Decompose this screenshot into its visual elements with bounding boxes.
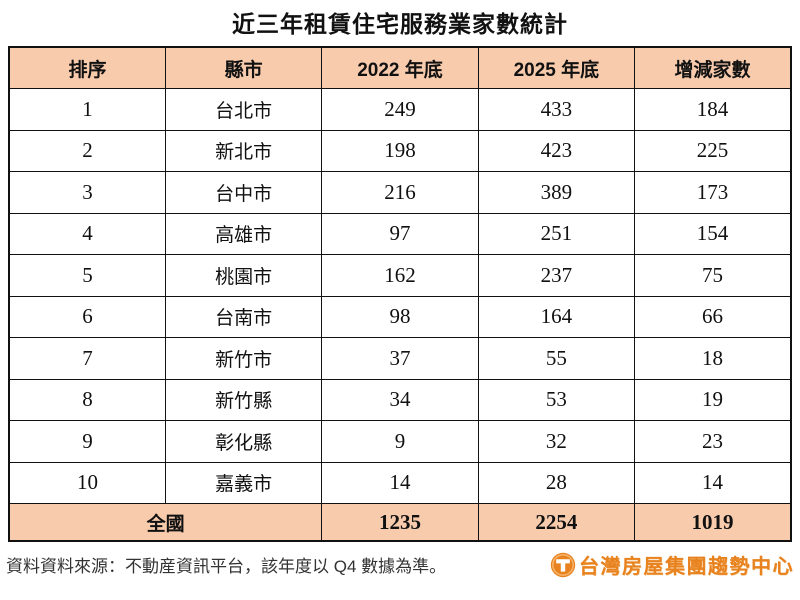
- total-change: 1019: [634, 503, 792, 542]
- cell-change: 154: [634, 212, 792, 255]
- table-row: 2 新北市 198 423 225: [8, 129, 792, 172]
- cell-city: 台南市: [164, 295, 323, 338]
- cell-y2022: 14: [321, 461, 479, 504]
- cell-rank: 1: [8, 88, 166, 131]
- cell-city: 台中市: [164, 171, 323, 214]
- cell-y2022: 216: [321, 171, 479, 214]
- header-rank: 排序: [8, 46, 166, 89]
- table-row: 7 新竹市 37 55 18: [8, 337, 792, 380]
- cell-y2022: 9: [321, 420, 479, 463]
- page-title: 近三年租賃住宅服務業家數統計: [232, 11, 568, 37]
- cell-rank: 3: [8, 171, 166, 214]
- header-row: 排序 縣市 2022 年底 2025 年底 增減家數: [8, 46, 792, 89]
- total-2025: 2254: [477, 503, 636, 542]
- table-row: 6 台南市 98 164 66: [8, 295, 792, 338]
- table-row: 5 桃園市 162 237 75: [8, 254, 792, 297]
- header-2022: 2022 年底: [321, 46, 479, 89]
- cell-y2025: 32: [477, 420, 636, 463]
- cell-y2025: 28: [477, 461, 636, 504]
- table-footer: 全國 1235 2254 1019: [8, 503, 792, 542]
- logo-text: 台灣房屋集團趨勢中心: [579, 556, 794, 578]
- table-row: 8 新竹縣 34 53 19: [8, 378, 792, 421]
- cell-y2025: 53: [477, 378, 636, 421]
- cell-rank: 6: [8, 295, 166, 338]
- cell-rank: 8: [8, 378, 166, 421]
- cell-rank: 4: [8, 212, 166, 255]
- cell-y2025: 389: [477, 171, 636, 214]
- cell-city: 新竹縣: [164, 378, 323, 421]
- cell-change: 225: [634, 129, 792, 172]
- t-circle-icon: [550, 552, 576, 578]
- header-2025: 2025 年底: [477, 46, 636, 89]
- cell-y2022: 37: [321, 337, 479, 380]
- header-change: 增減家數: [634, 46, 792, 89]
- cell-y2022: 97: [321, 212, 479, 255]
- cell-city: 嘉義市: [164, 461, 323, 504]
- cell-city: 新竹市: [164, 337, 323, 380]
- cell-change: 14: [634, 461, 792, 504]
- source-note: 資料資料來源：不動産資訊平台，該年度以 Q4 數據為準。: [6, 557, 447, 576]
- cell-rank: 7: [8, 337, 166, 380]
- cell-y2025: 251: [477, 212, 636, 255]
- table-row: 3 台中市 216 389 173: [8, 171, 792, 214]
- cell-city: 彰化縣: [164, 420, 323, 463]
- cell-change: 23: [634, 420, 792, 463]
- cell-rank: 2: [8, 129, 166, 172]
- table-row: 1 台北市 249 433 184: [8, 88, 792, 131]
- cell-y2025: 164: [477, 295, 636, 338]
- statistics-table: 排序 縣市 2022 年底 2025 年底 增減家數 1 台北市 249 433 184…: [8, 46, 792, 542]
- cell-city: 台北市: [164, 88, 323, 131]
- cell-y2025: 237: [477, 254, 636, 297]
- cell-change: 66: [634, 295, 792, 338]
- table-row: 9 彰化縣 9 32 23: [8, 420, 792, 463]
- cell-change: 18: [634, 337, 792, 380]
- cell-y2022: 162: [321, 254, 479, 297]
- cell-y2022: 98: [321, 295, 479, 338]
- total-2022: 1235: [321, 503, 479, 542]
- footer-bar: 資料資料來源：不動産資訊平台，該年度以 Q4 數據為準。 台灣房屋集團趨勢中心: [6, 550, 794, 579]
- cell-rank: 5: [8, 254, 166, 297]
- table-row: 10 嘉義市 14 28 14: [8, 461, 792, 504]
- cell-y2025: 423: [477, 129, 636, 172]
- table-header: 排序 縣市 2022 年底 2025 年底 增減家數: [8, 46, 792, 89]
- cell-change: 75: [634, 254, 792, 297]
- total-label: 全國: [8, 503, 323, 542]
- total-row: 全國 1235 2254 1019: [8, 503, 792, 542]
- brand-logo: 台灣房屋集團趨勢中心: [550, 550, 794, 579]
- table-row: 4 高雄市 97 251 154: [8, 212, 792, 255]
- cell-y2022: 34: [321, 378, 479, 421]
- table-body: 1 台北市 249 433 184 2 新北市 198 423 225 3 台中市 216 389 173 4…: [8, 88, 792, 504]
- cell-city: 桃園市: [164, 254, 323, 297]
- cell-change: 184: [634, 88, 792, 131]
- cell-change: 173: [634, 171, 792, 214]
- cell-rank: 9: [8, 420, 166, 463]
- cell-rank: 10: [8, 461, 166, 504]
- cell-y2025: 55: [477, 337, 636, 380]
- cell-city: 新北市: [164, 129, 323, 172]
- cell-city: 高雄市: [164, 212, 323, 255]
- header-city: 縣市: [164, 46, 323, 89]
- cell-y2022: 249: [321, 88, 479, 131]
- cell-y2025: 433: [477, 88, 636, 131]
- cell-change: 19: [634, 378, 792, 421]
- cell-y2022: 198: [321, 129, 479, 172]
